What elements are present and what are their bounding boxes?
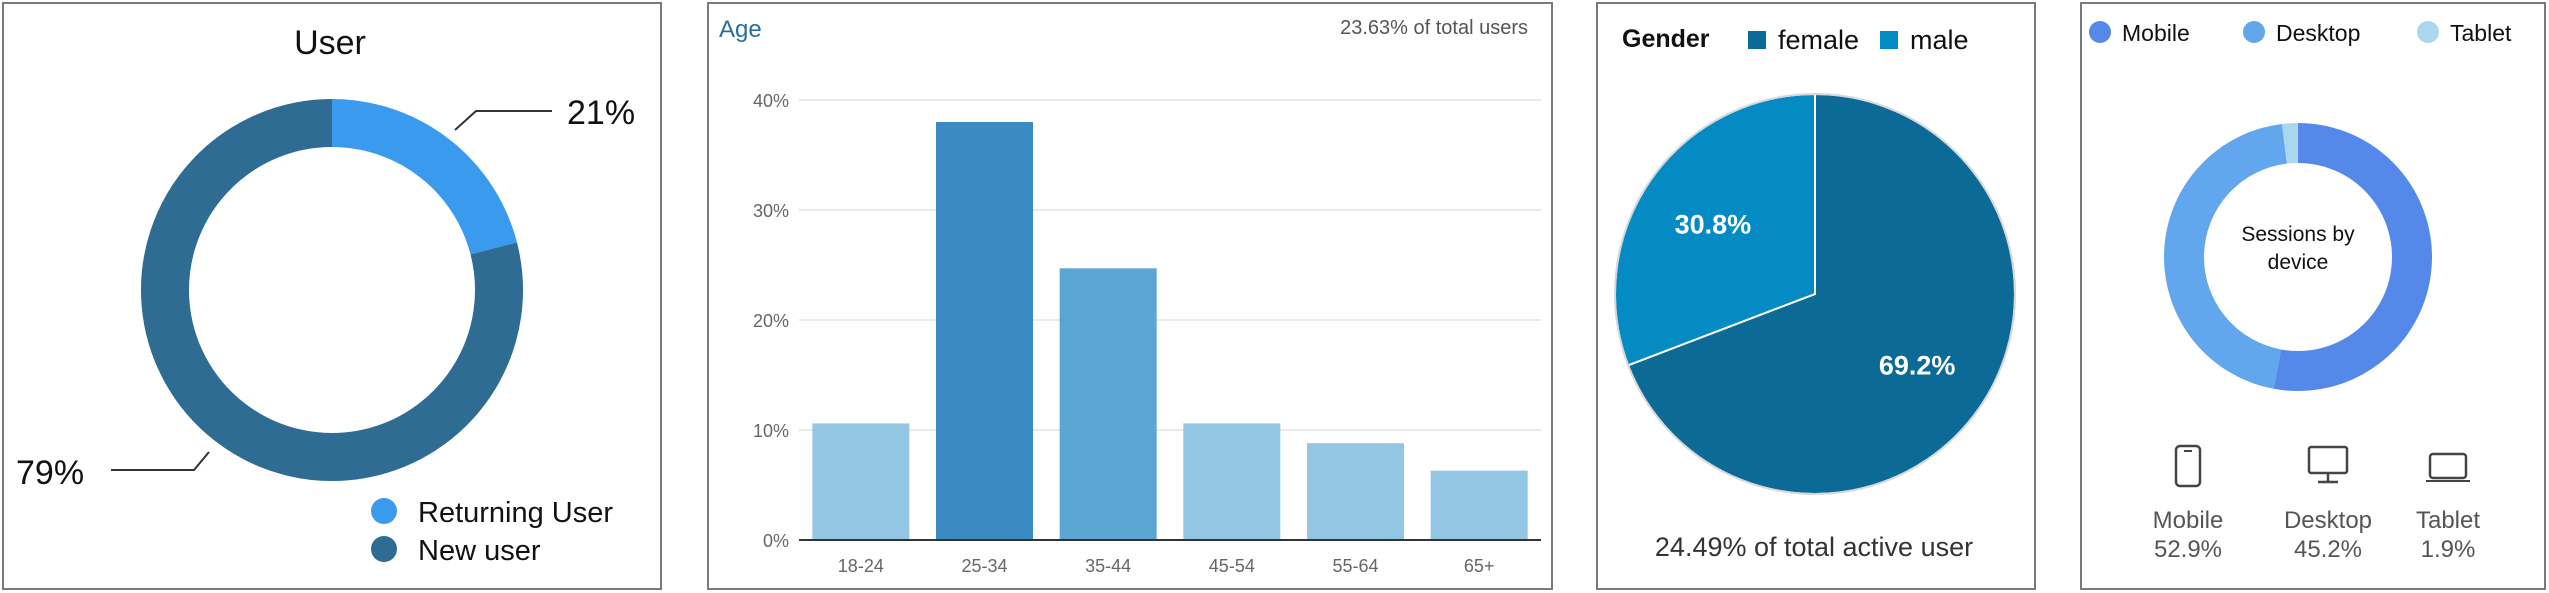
legend-label: Tablet xyxy=(2450,20,2512,46)
legend-marker xyxy=(371,498,397,524)
chart-footer: 24.49% of total active user xyxy=(1655,532,1973,562)
leader-line xyxy=(454,110,552,131)
bar-55-64 xyxy=(1307,443,1404,540)
legend-marker-male xyxy=(1880,31,1898,49)
age-chart-panel: Age 23.63% of total users 0% 10% 20% 30% 40% 18… xyxy=(707,2,1553,590)
x-tick-label: 35-44 xyxy=(1085,556,1131,576)
gender-chart-panel: Gender female male 69.2% 30.8% 24.49% of tota… xyxy=(1596,2,2036,590)
bar-65+ xyxy=(1430,470,1528,540)
user-donut-chart: User 21% 79% Returning User New user xyxy=(16,24,635,567)
legend-label: female xyxy=(1778,25,1859,55)
phone-icon xyxy=(2174,444,2202,488)
y-tick-label: 20% xyxy=(753,311,789,331)
device-label-tablet: Tablet xyxy=(2416,507,2480,534)
gender-pie-chart: Gender female male 69.2% 30.8% 24.49% of tota… xyxy=(1614,25,2016,562)
center-label-line: device xyxy=(2268,251,2329,274)
bar-18-24 xyxy=(812,423,910,540)
y-tick-label: 40% xyxy=(753,91,789,111)
data-label-female: 69.2% xyxy=(1879,350,1956,380)
donut-slice-tablet xyxy=(2282,123,2299,164)
legend-label: Returning User xyxy=(418,497,613,529)
tablet-icon xyxy=(2426,452,2470,482)
legend-marker-mobile xyxy=(2089,21,2111,43)
x-tick-label: 55-64 xyxy=(1332,556,1378,576)
x-tick-label: 18-24 xyxy=(838,556,884,576)
x-tick-label: 65+ xyxy=(1464,556,1495,576)
data-label-new-user: 79% xyxy=(16,454,84,492)
data-label-male: 30.8% xyxy=(1675,210,1752,240)
device-value-desktop: 45.2% xyxy=(2294,536,2362,563)
donut-slice-desktop xyxy=(2164,123,2288,389)
y-tick-label: 30% xyxy=(753,201,789,221)
x-tick-label: 45-54 xyxy=(1209,556,1255,576)
device-value-mobile: 52.9% xyxy=(2154,536,2222,563)
chart-title: Age xyxy=(719,16,762,43)
legend-marker xyxy=(371,536,397,562)
legend-label: New user xyxy=(418,535,541,567)
user-chart-panel: User 21% 79% Returning User New user xyxy=(2,2,662,590)
donut-slice-new-user xyxy=(141,99,523,481)
chart-title: User xyxy=(294,24,366,62)
center-label-line: Sessions by xyxy=(2241,223,2355,246)
device-value-tablet: 1.9% xyxy=(2421,536,2476,563)
leader-line xyxy=(111,451,210,471)
legend-marker-female xyxy=(1748,31,1766,49)
desktop-icon xyxy=(2307,445,2349,484)
y-tick-label: 10% xyxy=(753,421,789,441)
x-tick-label: 25-34 xyxy=(961,556,1007,576)
bar-45-54 xyxy=(1183,423,1281,540)
age-bar-chart: Age 23.63% of total users 0% 10% 20% 30% 40% 18… xyxy=(719,16,1541,576)
device-label-mobile: Mobile xyxy=(2153,507,2224,534)
bar-35-44 xyxy=(1059,268,1157,540)
y-tick-label: 0% xyxy=(763,531,789,551)
donut-slice-mobile xyxy=(2273,123,2432,391)
chart-title: Gender xyxy=(1622,25,1710,53)
legend-label: Mobile xyxy=(2122,20,2190,46)
device-chart-panel: Mobile Desktop Tablet Sessions by device Mobi… xyxy=(2080,2,2546,590)
chart-subtitle: 23.63% of total users xyxy=(1340,17,1528,39)
pie-outline xyxy=(1614,93,2016,495)
bar-25-34 xyxy=(936,122,1033,540)
legend-label: Desktop xyxy=(2276,20,2360,46)
device-label-desktop: Desktop xyxy=(2284,507,2372,534)
donut-slice-returning-user xyxy=(331,99,517,255)
legend-label: male xyxy=(1910,25,1969,55)
data-label-returning-user: 21% xyxy=(567,94,635,132)
legend-marker-desktop xyxy=(2243,21,2265,43)
device-donut-chart: Mobile Desktop Tablet Sessions by device Mobi… xyxy=(2089,20,2512,563)
legend-marker-tablet xyxy=(2417,21,2439,43)
